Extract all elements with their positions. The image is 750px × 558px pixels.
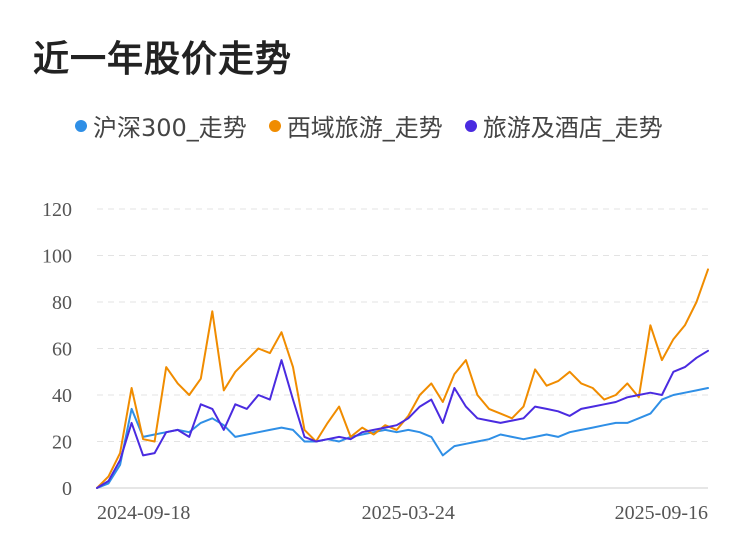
series-line-2 xyxy=(96,349,709,489)
legend-item-xiyu[interactable]: 西域旅游_走势 xyxy=(268,108,443,143)
legend-dot-hs300-icon xyxy=(75,119,87,132)
legend-label-hs300: 沪深300_走势 xyxy=(93,114,247,142)
series-lines xyxy=(96,268,709,489)
chart-title: 近一年股价走势 xyxy=(33,39,293,80)
series-line-0 xyxy=(96,387,709,489)
x-tick-label: 2025-03-24 xyxy=(362,502,455,524)
legend-item-hotel[interactable]: 旅游及酒店_走势 xyxy=(464,108,663,143)
y-tick-label: 100 xyxy=(42,246,72,268)
y-tick-label: 20 xyxy=(52,432,72,454)
x-axis: 2024-09-18 2025-03-24 2025-09-16 xyxy=(97,502,708,524)
legend-item-hs300[interactable]: 沪深300_走势 xyxy=(75,108,247,143)
legend-dot-hotel-icon xyxy=(464,119,477,132)
legend-label-hotel: 旅游及酒店_走势 xyxy=(482,114,663,142)
gridlines xyxy=(97,208,708,489)
legend-dot-xiyu-icon xyxy=(268,119,281,132)
y-tick-label: 0 xyxy=(62,478,72,500)
x-tick-label: 2024-09-18 xyxy=(97,502,190,524)
y-tick-label: 80 xyxy=(52,292,72,314)
x-tick-label: 2025-09-16 xyxy=(615,502,708,524)
y-tick-label: 60 xyxy=(52,339,72,361)
legend-label-xiyu: 西域旅游_走势 xyxy=(286,114,443,142)
y-axis: 0 20 40 60 80 100 120 xyxy=(42,199,72,500)
y-tick-label: 120 xyxy=(42,199,72,221)
legend: 沪深300_走势 西域旅游_走势 旅游及酒店_走势 xyxy=(75,108,685,143)
y-tick-label: 40 xyxy=(52,385,72,407)
